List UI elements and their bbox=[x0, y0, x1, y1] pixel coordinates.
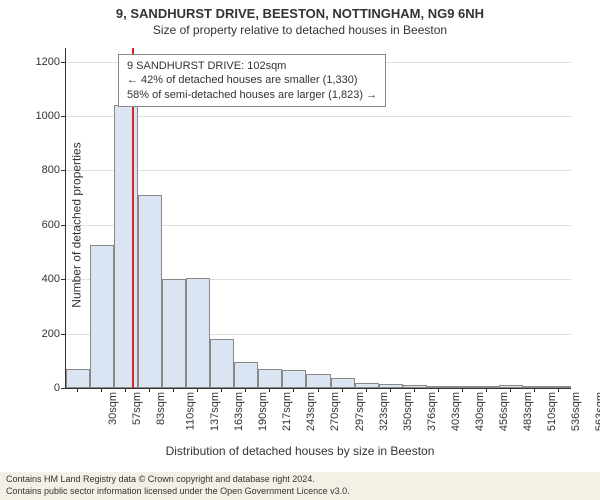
x-tick-label: 323sqm bbox=[378, 392, 390, 431]
x-tick-mark bbox=[125, 388, 126, 392]
x-tick-mark bbox=[366, 388, 367, 392]
histogram-bar bbox=[138, 195, 162, 388]
x-tick-label: 563sqm bbox=[594, 392, 600, 431]
x-tick-mark bbox=[149, 388, 150, 392]
x-tick-label: 30sqm bbox=[107, 392, 119, 425]
x-tick-mark bbox=[510, 388, 511, 392]
footer-line-2: Contains public sector information licen… bbox=[6, 486, 594, 498]
y-tick-label: 800 bbox=[28, 164, 60, 176]
histogram-bar bbox=[282, 370, 306, 388]
x-tick-label: 137sqm bbox=[209, 392, 221, 431]
x-tick-mark bbox=[221, 388, 222, 392]
x-tick-mark bbox=[197, 388, 198, 392]
y-tick-label: 400 bbox=[28, 273, 60, 285]
histogram-bar bbox=[331, 378, 355, 388]
x-tick-mark bbox=[101, 388, 102, 392]
x-tick-mark bbox=[486, 388, 487, 392]
x-tick-label: 190sqm bbox=[257, 392, 269, 431]
x-tick-label: 110sqm bbox=[184, 392, 196, 430]
x-tick-label: 376sqm bbox=[426, 392, 438, 431]
x-tick-label: 483sqm bbox=[522, 392, 534, 431]
x-tick-label: 297sqm bbox=[354, 392, 366, 431]
x-tick-mark bbox=[318, 388, 319, 392]
legend-line-1: 9 SANDHURST DRIVE: 102sqm bbox=[127, 59, 377, 73]
x-tick-mark bbox=[245, 388, 246, 392]
x-tick-mark bbox=[462, 388, 463, 392]
chart-container: 9, SANDHURST DRIVE, BEESTON, NOTTINGHAM,… bbox=[0, 0, 600, 500]
histogram-bar bbox=[90, 245, 114, 388]
legend-line-3: 58% of semi-detached houses are larger (… bbox=[127, 88, 377, 102]
histogram-bar bbox=[186, 278, 210, 388]
x-tick-label: 536sqm bbox=[570, 392, 582, 431]
y-tick-label: 1000 bbox=[28, 110, 60, 122]
y-tick-mark bbox=[61, 225, 65, 226]
x-tick-label: 510sqm bbox=[546, 392, 558, 431]
x-tick-label: 243sqm bbox=[306, 392, 318, 431]
histogram-bar bbox=[258, 369, 282, 388]
y-tick-label: 200 bbox=[28, 328, 60, 340]
legend-box: 9 SANDHURST DRIVE: 102sqm ← 42% of detac… bbox=[118, 54, 386, 107]
y-tick-mark bbox=[61, 116, 65, 117]
y-tick-mark bbox=[61, 334, 65, 335]
x-tick-mark bbox=[77, 388, 78, 392]
x-tick-mark bbox=[269, 388, 270, 392]
x-tick-label: 270sqm bbox=[330, 392, 342, 431]
x-tick-label: 163sqm bbox=[233, 392, 245, 431]
grid-line bbox=[66, 170, 571, 171]
chart-title: 9, SANDHURST DRIVE, BEESTON, NOTTINGHAM,… bbox=[0, 0, 600, 21]
x-tick-mark bbox=[414, 388, 415, 392]
footer-line-1: Contains HM Land Registry data © Crown c… bbox=[6, 474, 594, 486]
x-tick-label: 83sqm bbox=[155, 392, 167, 425]
x-tick-mark bbox=[390, 388, 391, 392]
x-tick-mark bbox=[558, 388, 559, 392]
x-tick-label: 456sqm bbox=[498, 392, 510, 431]
y-tick-mark bbox=[61, 62, 65, 63]
x-tick-label: 350sqm bbox=[402, 392, 414, 431]
histogram-bar bbox=[162, 279, 186, 388]
x-tick-mark bbox=[438, 388, 439, 392]
x-tick-mark bbox=[342, 388, 343, 392]
grid-line bbox=[66, 116, 571, 117]
histogram-bar bbox=[234, 362, 258, 388]
x-tick-label: 217sqm bbox=[281, 392, 293, 431]
legend-line-2: ← 42% of detached houses are smaller (1,… bbox=[127, 73, 377, 87]
x-tick-mark bbox=[293, 388, 294, 392]
y-axis-label: Number of detached properties bbox=[70, 142, 84, 307]
x-tick-label: 403sqm bbox=[450, 392, 462, 431]
y-tick-label: 0 bbox=[28, 382, 60, 394]
histogram-bar bbox=[210, 339, 234, 388]
x-tick-label: 430sqm bbox=[474, 392, 486, 431]
y-tick-mark bbox=[61, 388, 65, 389]
x-tick-mark bbox=[173, 388, 174, 392]
x-axis-label: Distribution of detached houses by size … bbox=[0, 444, 600, 458]
y-tick-mark bbox=[61, 279, 65, 280]
chart-subtitle: Size of property relative to detached ho… bbox=[0, 21, 600, 37]
y-tick-label: 600 bbox=[28, 219, 60, 231]
x-tick-label: 57sqm bbox=[131, 392, 143, 425]
y-tick-label: 1200 bbox=[28, 56, 60, 68]
y-tick-mark bbox=[61, 170, 65, 171]
histogram-bar bbox=[114, 105, 138, 388]
attribution-footer: Contains HM Land Registry data © Crown c… bbox=[0, 472, 600, 500]
histogram-bar bbox=[66, 369, 90, 388]
histogram-bar bbox=[306, 374, 330, 388]
x-tick-mark bbox=[534, 388, 535, 392]
